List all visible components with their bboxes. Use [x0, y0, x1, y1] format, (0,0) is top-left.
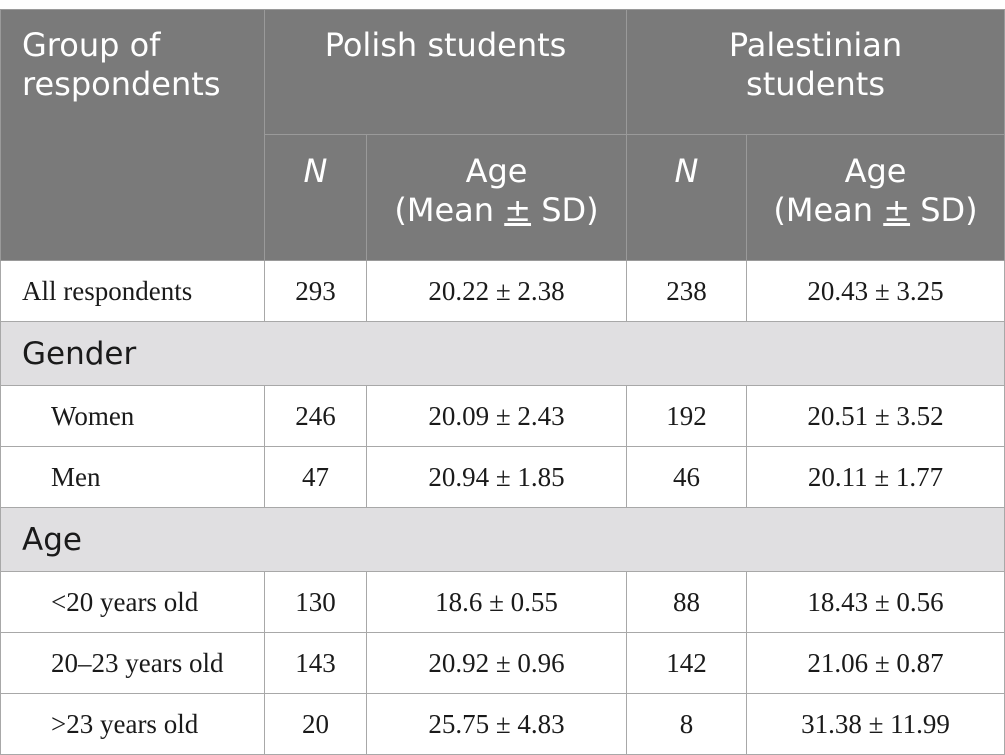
palestinian-age-line2-pre: (Mean: [773, 191, 884, 229]
palestinian-n-cell: 88: [626, 571, 748, 633]
polish-n-cell: 143: [264, 632, 367, 694]
section-title: Age: [0, 507, 1005, 572]
polish-n-cell: 130: [264, 571, 367, 633]
palestinian-n-cell: 192: [626, 385, 748, 447]
polish-age-cell: 20.09 ± 2.43: [365, 385, 628, 447]
palestinian-age-line2-post: SD): [910, 191, 978, 229]
palestinian-age-line1: Age: [844, 152, 907, 190]
header-row-measures: N Age (Mean ± SD) N Age (Mean ± SD): [1, 134, 1005, 261]
table-row-all-respondents: All respondents 293 20.22 ± 2.38 238 20.…: [0, 260, 1005, 322]
table-row-over-23: >23 years old 20 25.75 ± 4.83 8 31.38 ± …: [0, 693, 1005, 755]
palestinian-n-cell: 142: [626, 632, 748, 694]
row-label: All respondents: [0, 260, 265, 322]
header-row-groups: Group of respondents Polish students Pal…: [0, 9, 1005, 261]
palestinian-n-header: N: [626, 134, 748, 261]
row-label: Women: [0, 385, 265, 447]
polish-n-cell: 246: [264, 385, 367, 447]
palestinian-n-cell: 8: [626, 693, 748, 755]
polish-n-cell: 20: [264, 693, 367, 755]
polish-n-cell: 47: [264, 446, 367, 508]
palestinian-age-cell: 18.43 ± 0.56: [746, 571, 1005, 633]
row-label: <20 years old: [0, 571, 265, 633]
table-row-20-23: 20–23 years old 143 20.92 ± 0.96 142 21.…: [0, 632, 1005, 694]
polish-n-header: N: [264, 134, 367, 261]
table-row-women: Women 246 20.09 ± 2.43 192 20.51 ± 3.52: [0, 385, 1005, 447]
polish-age-cell: 18.6 ± 0.55: [365, 571, 628, 633]
table-header: Group of respondents Polish students Pal…: [0, 9, 1005, 261]
respondents-table: Group of respondents Polish students Pal…: [0, 9, 1005, 755]
palestinian-n-cell: 238: [626, 260, 748, 322]
palestinian-students-header: Palestinian students: [626, 9, 1005, 135]
polish-age-line2-pre: (Mean: [394, 191, 505, 229]
section-row-gender: Gender: [0, 321, 1005, 386]
palestinian-age-cell: 21.06 ± 0.87: [746, 632, 1005, 694]
palestinian-age-pm: ±: [883, 191, 911, 229]
polish-age-line1: Age: [465, 152, 528, 190]
palestinian-age-cell: 31.38 ± 11.99: [746, 693, 1005, 755]
row-label: >23 years old: [0, 693, 265, 755]
polish-age-cell: 20.92 ± 0.96: [365, 632, 628, 694]
polish-age-cell: 25.75 ± 4.83: [365, 693, 628, 755]
table-row-men: Men 47 20.94 ± 1.85 46 20.11 ± 1.77: [0, 446, 1005, 508]
polish-age-line2-post: SD): [531, 191, 599, 229]
polish-n-cell: 293: [264, 260, 367, 322]
palestinian-age-header: Age (Mean ± SD): [746, 134, 1005, 261]
table-body: All respondents 293 20.22 ± 2.38 238 20.…: [0, 260, 1005, 755]
row-label: 20–23 years old: [0, 632, 265, 694]
polish-students-header: Polish students: [263, 9, 628, 135]
palestinian-n-cell: 46: [626, 446, 748, 508]
polish-age-header: Age (Mean ± SD): [365, 134, 628, 261]
section-row-age: Age: [0, 507, 1005, 572]
palestinian-header-line1: Palestinian: [728, 26, 903, 64]
polish-age-cell: 20.22 ± 2.38: [365, 260, 628, 322]
table-row-under-20: <20 years old 130 18.6 ± 0.55 88 18.43 ±…: [0, 571, 1005, 633]
palestinian-header-line2: students: [746, 65, 886, 103]
group-of-respondents-header: Group of respondents: [0, 9, 265, 261]
polish-age-cell: 20.94 ± 1.85: [365, 446, 628, 508]
polish-age-pm: ±: [504, 191, 532, 229]
group-header-line2: respondents: [22, 65, 221, 103]
section-title: Gender: [0, 321, 1005, 386]
palestinian-age-cell: 20.51 ± 3.52: [746, 385, 1005, 447]
row-label: Men: [0, 446, 265, 508]
group-header-line1: Group of: [22, 26, 161, 64]
palestinian-age-cell: 20.11 ± 1.77: [746, 446, 1005, 508]
palestinian-age-cell: 20.43 ± 3.25: [746, 260, 1005, 322]
